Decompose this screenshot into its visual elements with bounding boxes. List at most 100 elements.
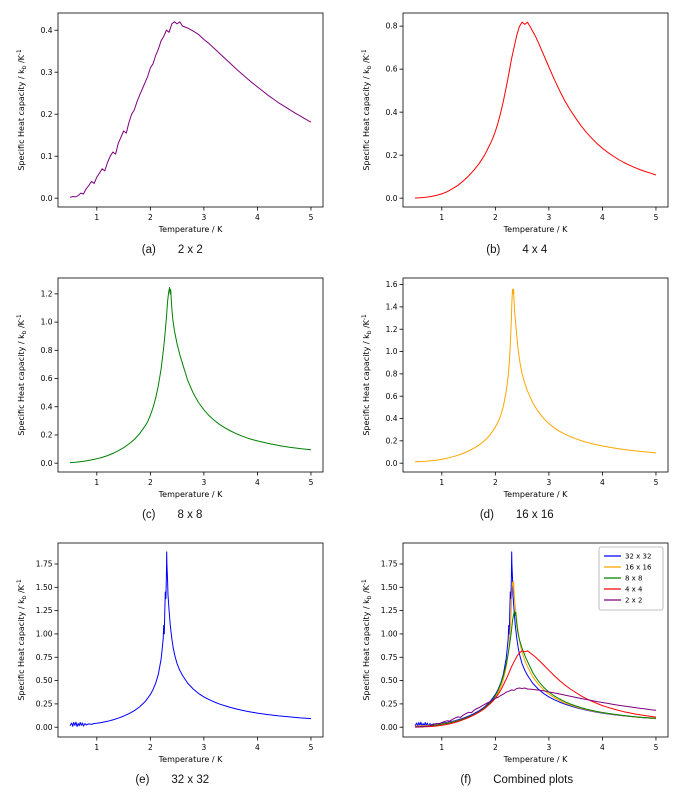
y-axis-label: Specific Heat capacity / kb /K-1: [362, 49, 373, 171]
caption-f-text: Combined plots: [493, 774, 574, 786]
svg-text:1.4: 1.4: [385, 303, 397, 312]
svg-text:0.6: 0.6: [41, 374, 53, 383]
svg-text:4: 4: [600, 213, 605, 222]
svg-text:1.50: 1.50: [36, 583, 53, 592]
caption-e: (e) 32 x 32: [135, 774, 209, 786]
subplot-f: 1 2 3 4 5 0.00 0.25 0.50 0.75 1.00 1.25 1.50 1.75 Tem…: [345, 530, 689, 795]
subplot-e: 1 2 3 4 5 0.00 0.25 0.50 0.75 1.00 1.25 1.50 1.75 Tem…: [0, 530, 345, 795]
svg-text:3: 3: [202, 743, 207, 752]
x-axis-label: Temperature / K: [158, 225, 223, 234]
svg-text:0.75: 0.75: [381, 653, 398, 662]
x-axis-ticks: 1 2 3 4 5: [439, 737, 658, 752]
svg-text:0.00: 0.00: [381, 723, 398, 732]
legend: 32 x 32 16 x 16 8 x 8 4 x 4 2 x 2: [598, 546, 664, 611]
chart-d: 1 2 3 4 5 0.0 0.2 0.4 0.6 0.8 1.0 1.2 1.4 1.6 Temperat…: [356, 268, 678, 508]
svg-text:1: 1: [95, 743, 100, 752]
caption-e-label: (e): [135, 774, 150, 786]
chart-e: 1 2 3 4 5 0.00 0.25 0.50 0.75 1.00 1.25 1.50 1.75 Tem…: [11, 533, 333, 773]
svg-text:1: 1: [439, 743, 444, 752]
svg-text:5: 5: [309, 743, 314, 752]
subplot-b: 1 2 3 4 5 0.0 0.2 0.4 0.6 0.8 Temperature / K Speci…: [345, 0, 689, 265]
x-axis-ticks: 1 2 3 4 5: [439, 472, 658, 487]
svg-text:0.2: 0.2: [41, 431, 53, 440]
axes-frame: [57, 277, 324, 473]
caption-f-label: (f): [460, 774, 472, 786]
y-axis-ticks: 0.00 0.25 0.50 0.75 1.00 1.25 1.50 1.75: [36, 560, 59, 732]
y-axis-label: Specific Heat capacity / kb /K-1: [362, 314, 373, 436]
y-axis-ticks: 0.0 0.2 0.4 0.6 0.8 1.0 1.2: [41, 289, 59, 468]
svg-text:0.50: 0.50: [36, 676, 53, 685]
svg-text:1: 1: [95, 478, 100, 487]
series-line-2x2: [414, 687, 656, 728]
chart-svg-c: 1 2 3 4 5 0.0 0.2 0.4 0.6 0.8 1.0 1.2 Temperature / …: [17, 277, 324, 499]
svg-text:3: 3: [546, 743, 551, 752]
y-axis-label: Specific Heat capacity / kb /K-1: [17, 314, 28, 436]
caption-d-text: 16 x 16: [515, 509, 554, 521]
svg-text:2: 2: [493, 743, 498, 752]
legend-label-16x16: 16 x 16: [625, 564, 652, 572]
svg-text:0.2: 0.2: [41, 110, 53, 119]
svg-text:5: 5: [653, 478, 658, 487]
caption-b-text: 4 x 4: [522, 244, 548, 256]
svg-text:1: 1: [439, 478, 444, 487]
svg-text:0.2: 0.2: [385, 436, 397, 445]
series-line-8x8: [414, 610, 656, 728]
y-axis-ticks: 0.0 0.2 0.4 0.6 0.8 1.0 1.2 1.4 1.6: [385, 280, 403, 468]
caption-c-label: (c): [142, 509, 156, 521]
svg-text:0.0: 0.0: [41, 459, 53, 468]
axes-frame: [402, 277, 669, 473]
chart-f: 1 2 3 4 5 0.00 0.25 0.50 0.75 1.00 1.25 1.50 1.75 Tem…: [356, 533, 678, 773]
svg-text:4: 4: [600, 743, 605, 752]
svg-text:2: 2: [493, 478, 498, 487]
y-axis-label: Specific Heat capacity / kb /K-1: [362, 579, 373, 701]
svg-text:2: 2: [148, 213, 153, 222]
svg-text:3: 3: [202, 478, 207, 487]
svg-text:0.4: 0.4: [41, 402, 53, 411]
svg-text:1.6: 1.6: [385, 280, 397, 289]
series-line-2x2: [70, 21, 312, 198]
svg-text:1.0: 1.0: [385, 347, 397, 356]
x-axis-label: Temperature / K: [158, 490, 223, 499]
chart-svg-b: 1 2 3 4 5 0.0 0.2 0.4 0.6 0.8 Temperature / K Speci…: [362, 12, 669, 234]
svg-text:5: 5: [309, 478, 314, 487]
caption-d-label: (d): [479, 509, 494, 521]
svg-text:0.4: 0.4: [41, 26, 53, 35]
y-axis-label: Specific Heat capacity / kb /K-1: [17, 49, 28, 171]
y-axis-ticks: 0.0 0.1 0.2 0.3 0.4: [41, 26, 59, 203]
axes-frame: [57, 12, 324, 208]
svg-text:0.8: 0.8: [385, 369, 397, 378]
svg-text:1.2: 1.2: [385, 325, 397, 334]
series-line-32x32: [69, 551, 312, 727]
svg-text:0.25: 0.25: [381, 699, 398, 708]
caption-d: (d) 16 x 16: [480, 509, 554, 521]
caption-a-text: 2 x 2: [177, 244, 203, 256]
svg-text:3: 3: [202, 213, 207, 222]
svg-text:4: 4: [600, 478, 605, 487]
x-axis-ticks: 1 2 3 4 5: [95, 472, 314, 487]
svg-text:0.3: 0.3: [41, 68, 53, 77]
svg-text:1.50: 1.50: [381, 583, 398, 592]
axes-frame: [402, 542, 669, 738]
svg-text:1.2: 1.2: [41, 289, 53, 298]
series-line-4x4: [414, 650, 656, 728]
svg-text:4: 4: [255, 213, 260, 222]
svg-text:0.4: 0.4: [385, 414, 397, 423]
legend-label-32x32: 32 x 32: [625, 553, 651, 561]
series-line-16x16: [414, 288, 656, 463]
svg-text:3: 3: [546, 213, 551, 222]
chart-svg-a: 1 2 3 4 5 0.0 0.1 0.2 0.3 0.4 Temperature / K Speci…: [17, 12, 324, 234]
svg-text:0.25: 0.25: [36, 699, 53, 708]
svg-text:0.8: 0.8: [385, 22, 397, 31]
caption-b: (b) 4 x 4: [486, 244, 547, 256]
svg-text:0.0: 0.0: [385, 459, 397, 468]
caption-f: (f) Combined plots: [460, 774, 573, 786]
svg-text:5: 5: [309, 213, 314, 222]
legend-label-4x4: 4 x 4: [625, 586, 643, 594]
caption-a: (a) 2 x 2: [142, 244, 203, 256]
svg-text:1.75: 1.75: [381, 560, 398, 569]
svg-text:4: 4: [255, 478, 260, 487]
x-axis-ticks: 1 2 3 4 5: [439, 207, 658, 222]
svg-text:1.25: 1.25: [381, 606, 398, 615]
svg-text:1: 1: [439, 213, 444, 222]
